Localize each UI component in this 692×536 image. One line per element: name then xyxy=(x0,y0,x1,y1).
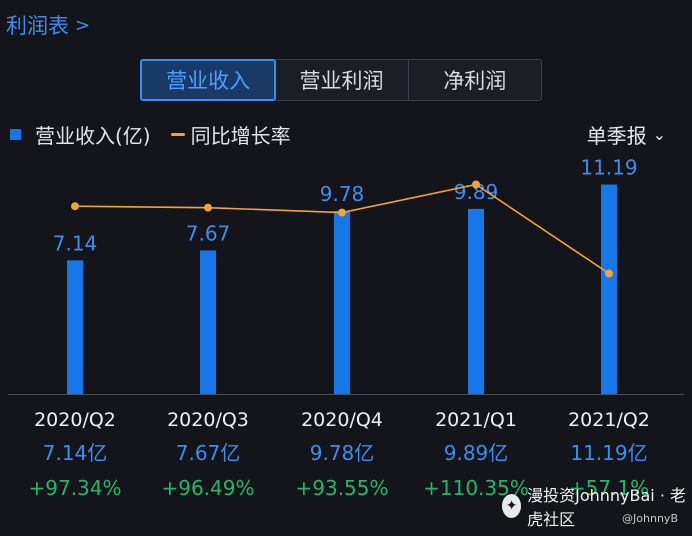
growth-value: +57.1% xyxy=(568,476,650,500)
page-title[interactable]: 利润表 > xyxy=(6,10,90,40)
chart-legend: 营业收入(亿) 同比增长率 xyxy=(10,120,291,149)
page-title-text: 利润表 xyxy=(6,14,69,38)
bar-value-label: 7.67 xyxy=(186,221,231,245)
quarter-label: 2020/Q2 xyxy=(34,409,116,431)
tab-revenue[interactable]: 营业收入 xyxy=(140,59,277,101)
bar-value-label: 11.19 xyxy=(580,156,637,180)
growth-value: +96.49% xyxy=(161,476,255,500)
growth-point xyxy=(472,180,480,189)
summary-column: 2021/Q1 9.89亿 +110.35% xyxy=(406,405,546,505)
wechat-icon: ✦ xyxy=(502,494,522,518)
growth-point xyxy=(338,208,346,217)
revenue-bar xyxy=(468,208,484,394)
watermark-handle: @JohnnyB xyxy=(622,512,678,525)
growth-point xyxy=(204,203,212,212)
revenue-value: 7.67亿 xyxy=(175,441,241,465)
revenue-bar xyxy=(200,250,216,394)
bar-value-label: 7.14 xyxy=(53,231,98,255)
revenue-value: 11.19亿 xyxy=(570,441,648,465)
bar-legend-swatch xyxy=(10,129,21,140)
revenue-bar xyxy=(334,210,350,394)
watermark-text: 漫投资JohnnyBai · 老虎社区 xyxy=(527,486,687,529)
bar-legend-label: 营业收入(亿) xyxy=(35,124,151,148)
revenue-bar xyxy=(67,260,83,394)
summary-column: 2020/Q4 9.78亿 +93.55% xyxy=(272,405,412,505)
quarter-label: 2021/Q2 xyxy=(568,409,650,431)
growth-value: +93.55% xyxy=(295,476,389,500)
quarter-label: 2020/Q3 xyxy=(167,409,249,431)
growth-point xyxy=(605,269,613,278)
period-select[interactable]: 单季报 ⌄ xyxy=(587,120,666,149)
growth-point xyxy=(71,202,79,211)
revenue-value: 9.89亿 xyxy=(443,441,509,465)
revenue-value: 7.14亿 xyxy=(42,441,108,465)
tab-operating-profit[interactable]: 营业利润 xyxy=(275,60,409,100)
metric-tabs: 营业收入 营业利润 净利润 xyxy=(140,59,542,101)
line-legend-label: 同比增长率 xyxy=(190,124,291,148)
line-legend-swatch xyxy=(170,133,185,136)
summary-column: 2021/Q2 11.19亿 +57.1% xyxy=(539,405,679,505)
period-select-label: 单季报 xyxy=(586,124,647,148)
growth-value: +97.34% xyxy=(28,476,122,500)
chevron-right-icon: > xyxy=(75,14,91,36)
quarter-label: 2021/Q1 xyxy=(435,409,517,431)
revenue-bar xyxy=(601,184,617,394)
chevron-down-icon: ⌄ xyxy=(652,125,666,144)
watermark: ✦ 漫投资JohnnyBai · 老虎社区 xyxy=(502,482,692,530)
summary-column: 2020/Q3 7.67亿 +96.49% xyxy=(138,405,278,505)
revenue-value: 9.78亿 xyxy=(309,441,375,465)
quarter-label: 2020/Q4 xyxy=(301,409,383,431)
summary-column: 2020/Q2 7.14亿 +97.34% xyxy=(5,405,145,505)
tab-net-profit[interactable]: 净利润 xyxy=(443,69,507,93)
bar-value-label: 9.78 xyxy=(320,182,365,206)
